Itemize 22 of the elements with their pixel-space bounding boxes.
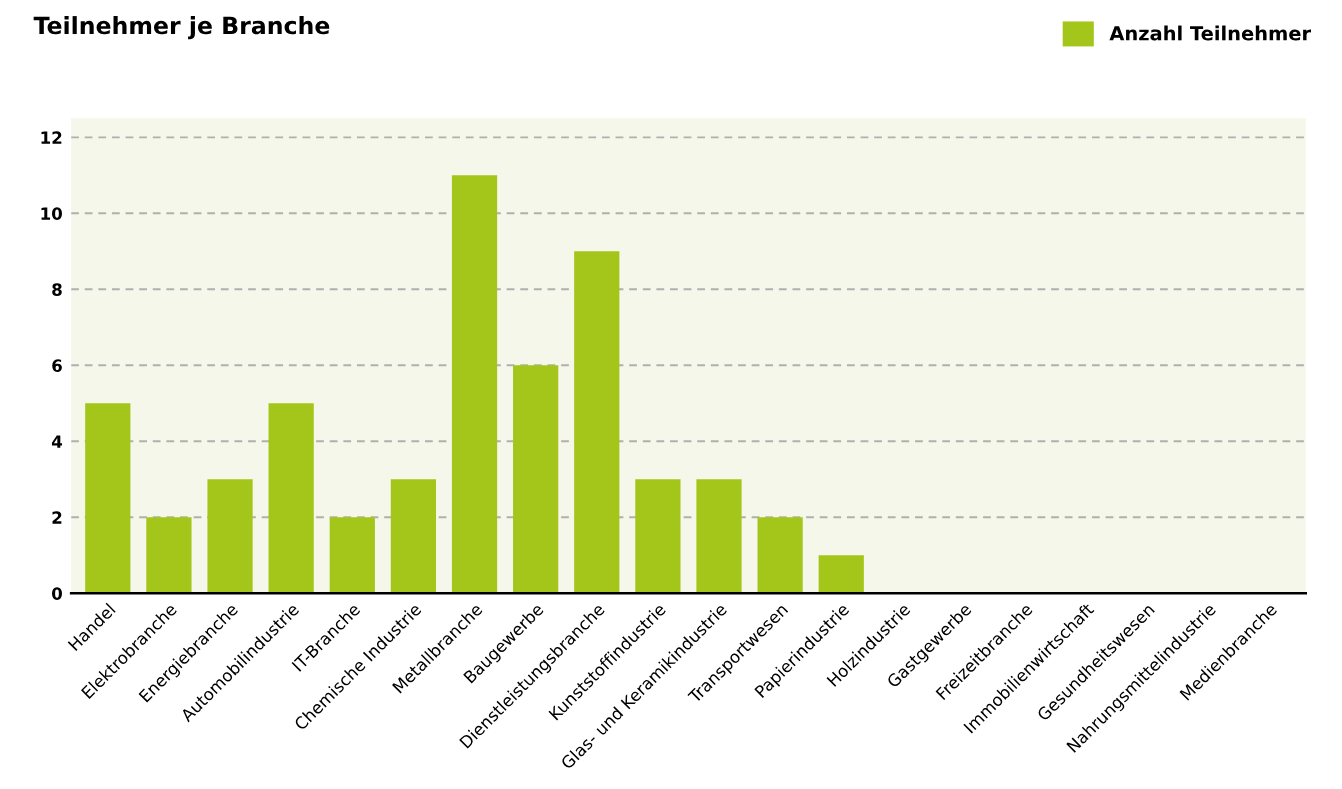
y-tick-label: 4 [51,435,63,448]
bar [329,517,375,594]
y-tick-label: 10 [41,207,62,220]
bar [451,175,498,594]
bar [696,479,742,594]
y-tick-label: 6 [52,359,62,372]
y-tick-label: 8 [52,283,62,296]
bar [635,479,681,594]
bar [574,251,620,594]
bar [513,365,559,594]
bar [390,479,437,594]
bar [85,403,131,594]
legend-label: Anzahl Teilnehmer [1109,25,1312,41]
bar [268,403,314,594]
y-tick-label: 0 [51,587,62,600]
chart-title: Teilnehmer je Branche [33,16,330,40]
bar [146,517,192,594]
bar [818,555,864,594]
bar [207,479,253,594]
y-tick-label: 12 [41,131,62,144]
y-tick-label: 2 [52,511,62,524]
bar [757,517,803,594]
